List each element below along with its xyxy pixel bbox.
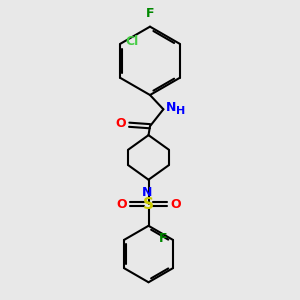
Text: O: O (116, 198, 127, 211)
Text: O: O (170, 198, 181, 211)
Text: F: F (146, 7, 154, 20)
Text: S: S (143, 196, 154, 211)
Text: Cl: Cl (126, 35, 139, 48)
Text: N: N (166, 101, 176, 114)
Text: N: N (142, 186, 152, 199)
Text: F: F (159, 232, 168, 245)
Text: H: H (176, 106, 185, 116)
Text: O: O (115, 117, 126, 130)
